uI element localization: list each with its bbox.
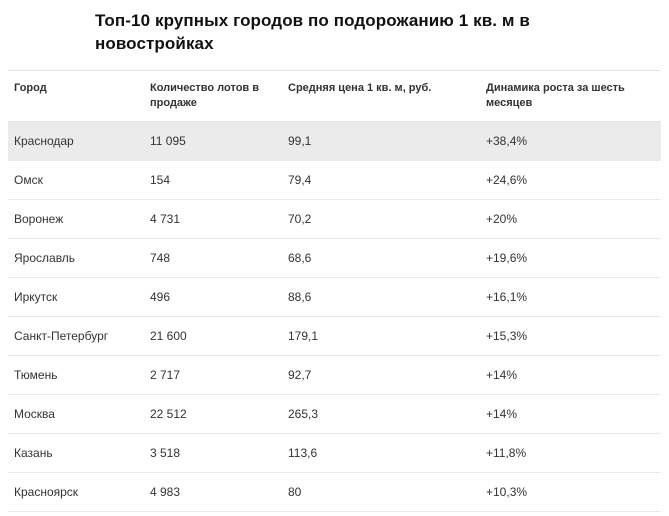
cell-lots: 748	[150, 250, 171, 265]
table-row: Омск 154 79,4 +24,6%	[8, 160, 661, 200]
table-row: Тюмень 2 717 92,7 +14%	[8, 355, 661, 395]
cell-lots: 11 095	[150, 133, 186, 148]
cell-lots: 496	[150, 289, 171, 304]
cell-lots: 3 518	[150, 445, 181, 460]
cell-city: Москва	[14, 406, 55, 421]
table-row: Иркутск 496 88,6 +16,1%	[8, 277, 661, 317]
page-title: Топ-10 крупных городов по подорожанию 1 …	[95, 11, 530, 53]
cell-lots: 2 717	[150, 367, 181, 382]
cell-growth: +14%	[486, 367, 518, 382]
table-body: Краснодар 11 095 99,1 +38,4% Омск 154 79,4 +24,…	[8, 121, 661, 512]
cell-lots: 4 731	[150, 211, 181, 226]
cell-price: 88,6	[288, 289, 312, 304]
table-row: Красноярск 4 983 80 +10,3%	[8, 472, 661, 512]
cell-price: 80	[288, 484, 302, 499]
cell-city: Санкт-Петербург	[14, 328, 109, 343]
cell-growth: +24,6%	[486, 172, 528, 187]
cell-city: Воронеж	[14, 211, 64, 226]
cell-price: 68,6	[288, 250, 312, 265]
cell-growth: +10,3%	[486, 484, 528, 499]
column-header-growth: Динамика роста за шесть месяцев	[486, 81, 625, 109]
cell-price: 92,7	[288, 367, 312, 382]
column-header-city: Город	[14, 81, 47, 94]
cell-price: 179,1	[288, 328, 319, 343]
cell-price: 79,4	[288, 172, 312, 187]
cell-lots: 154	[150, 172, 171, 187]
cell-price: 70,2	[288, 211, 312, 226]
cell-growth: +15,3%	[486, 328, 528, 343]
table-row: Ярославль 748 68,6 +19,6%	[8, 238, 661, 278]
cell-city: Тюмень	[14, 367, 58, 382]
cell-lots: 4 983	[150, 484, 181, 499]
table-row: Санкт-Петербург 21 600 179,1 +15,3%	[8, 316, 661, 356]
cell-city: Ярославль	[14, 250, 76, 265]
cell-city: Омск	[14, 172, 43, 187]
cell-city: Казань	[14, 445, 53, 460]
table-row: Казань 3 518 113,6 +11,8%	[8, 433, 661, 473]
cell-price: 113,6	[288, 445, 318, 460]
column-header-price: Средняя цена 1 кв. м, руб.	[288, 81, 432, 94]
cell-growth: +38,4%	[486, 133, 528, 148]
column-header-lots: Количество лотов в продаже	[150, 81, 259, 109]
cell-price: 99,1	[288, 133, 312, 148]
cell-city: Иркутск	[14, 289, 58, 304]
cell-lots: 22 512	[150, 406, 187, 421]
cell-growth: +16,1%	[486, 289, 528, 304]
table-row: Воронеж 4 731 70,2 +20%	[8, 199, 661, 239]
cities-table: Город Количество лотов в продаже Средняя…	[8, 70, 661, 512]
cell-lots: 21 600	[150, 328, 187, 343]
cell-growth: +19,6%	[486, 250, 528, 265]
cell-growth: +20%	[486, 211, 518, 226]
table-row: Москва 22 512 265,3 +14%	[8, 394, 661, 434]
cell-growth: +11,8%	[486, 445, 527, 460]
cell-growth: +14%	[486, 406, 518, 421]
table-header-row: Город Количество лотов в продаже Средняя…	[8, 70, 661, 122]
cell-city: Красноярск	[14, 484, 79, 499]
cell-price: 265,3	[288, 406, 319, 421]
table-row: Краснодар 11 095 99,1 +38,4%	[8, 121, 661, 161]
cell-city: Краснодар	[14, 133, 74, 148]
